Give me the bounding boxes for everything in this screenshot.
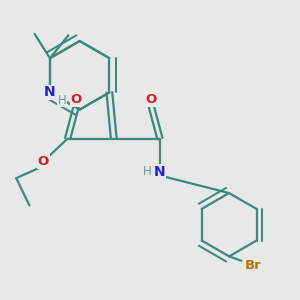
- Text: O: O: [38, 155, 49, 168]
- Text: N: N: [154, 164, 166, 178]
- Text: H: H: [143, 165, 152, 178]
- Text: N: N: [44, 85, 56, 99]
- Text: O: O: [146, 93, 157, 106]
- Text: O: O: [71, 93, 82, 106]
- Text: H: H: [58, 94, 67, 107]
- Text: Br: Br: [245, 259, 262, 272]
